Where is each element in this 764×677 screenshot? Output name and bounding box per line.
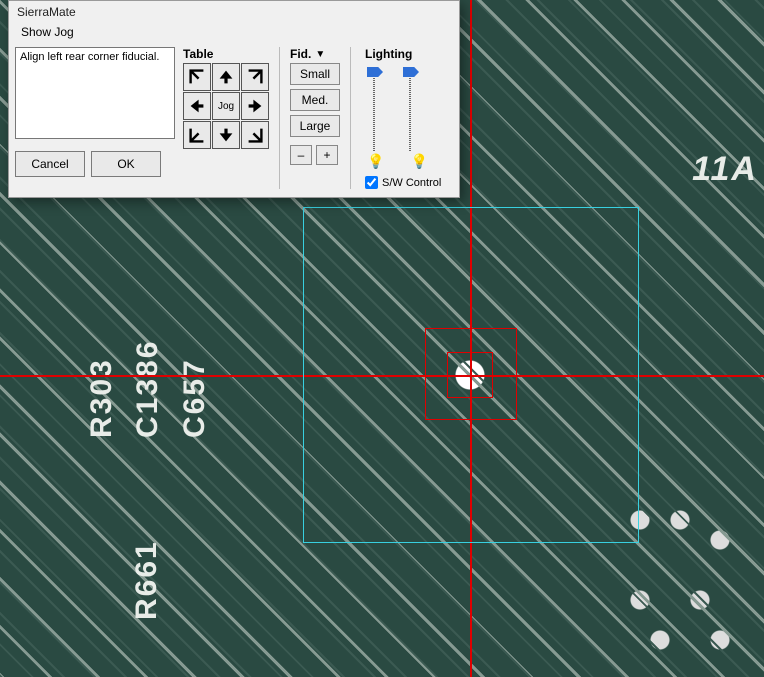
lighting-slider-1[interactable] — [373, 67, 375, 151]
bulb-on-icon: 💡 — [410, 153, 427, 170]
lighting-column: Lighting 💡 💡 S/W Control — [361, 47, 449, 189]
table-label: Table — [183, 47, 269, 61]
silkscreen-label: C1386 — [131, 340, 165, 438]
lighting-label: Lighting — [365, 47, 449, 61]
fid-large-button[interactable]: Large — [290, 115, 340, 137]
jog-center-button[interactable]: Jog — [212, 92, 240, 120]
cancel-button[interactable]: Cancel — [15, 151, 85, 177]
silkscreen-label: R661 — [130, 540, 164, 620]
fid-med-button[interactable]: Med. — [290, 89, 340, 111]
dialog-title: SierraMate — [9, 1, 459, 23]
menu-show-jog[interactable]: Show Jog — [17, 23, 78, 41]
jog-left-button[interactable] — [183, 92, 211, 120]
jog-down-button[interactable] — [212, 121, 240, 149]
jog-down-right-button[interactable] — [241, 121, 269, 149]
silkscreen-label: R303 — [85, 358, 119, 438]
sw-control-row[interactable]: S/W Control — [365, 176, 449, 189]
silkscreen-edge: 11A — [692, 150, 758, 189]
table-column: Table Jog — [183, 47, 269, 189]
fid-minus-button[interactable]: – — [290, 145, 312, 165]
fid-plus-button[interactable]: + — [316, 145, 338, 165]
jog-right-button[interactable] — [241, 92, 269, 120]
lighting-thumb-2[interactable] — [403, 67, 419, 77]
message-box: Align left rear corner fiducial. — [15, 47, 175, 139]
message-column: Align left rear corner fiducial. Cancel … — [15, 47, 175, 189]
silkscreen-label: C657 — [178, 358, 212, 438]
lighting-slider-2[interactable] — [409, 67, 411, 151]
bulb-off-icon: 💡 — [367, 153, 384, 170]
sw-control-label: S/W Control — [382, 177, 441, 189]
lighting-thumb-1[interactable] — [367, 67, 383, 77]
sw-control-checkbox[interactable] — [365, 176, 378, 189]
dialog-window: SierraMate Show Jog Align left rear corn… — [8, 0, 460, 198]
jog-up-left-button[interactable] — [183, 63, 211, 91]
fid-label: Fid. — [290, 47, 311, 61]
jog-up-right-button[interactable] — [241, 63, 269, 91]
fid-column: Fid. ▼ Small Med. Large – + — [290, 47, 340, 189]
fid-dropdown-icon[interactable]: ▼ — [315, 49, 325, 60]
jog-up-button[interactable] — [212, 63, 240, 91]
target-box-inner — [447, 352, 493, 398]
ok-button[interactable]: OK — [91, 151, 161, 177]
jog-down-left-button[interactable] — [183, 121, 211, 149]
fid-small-button[interactable]: Small — [290, 63, 340, 85]
